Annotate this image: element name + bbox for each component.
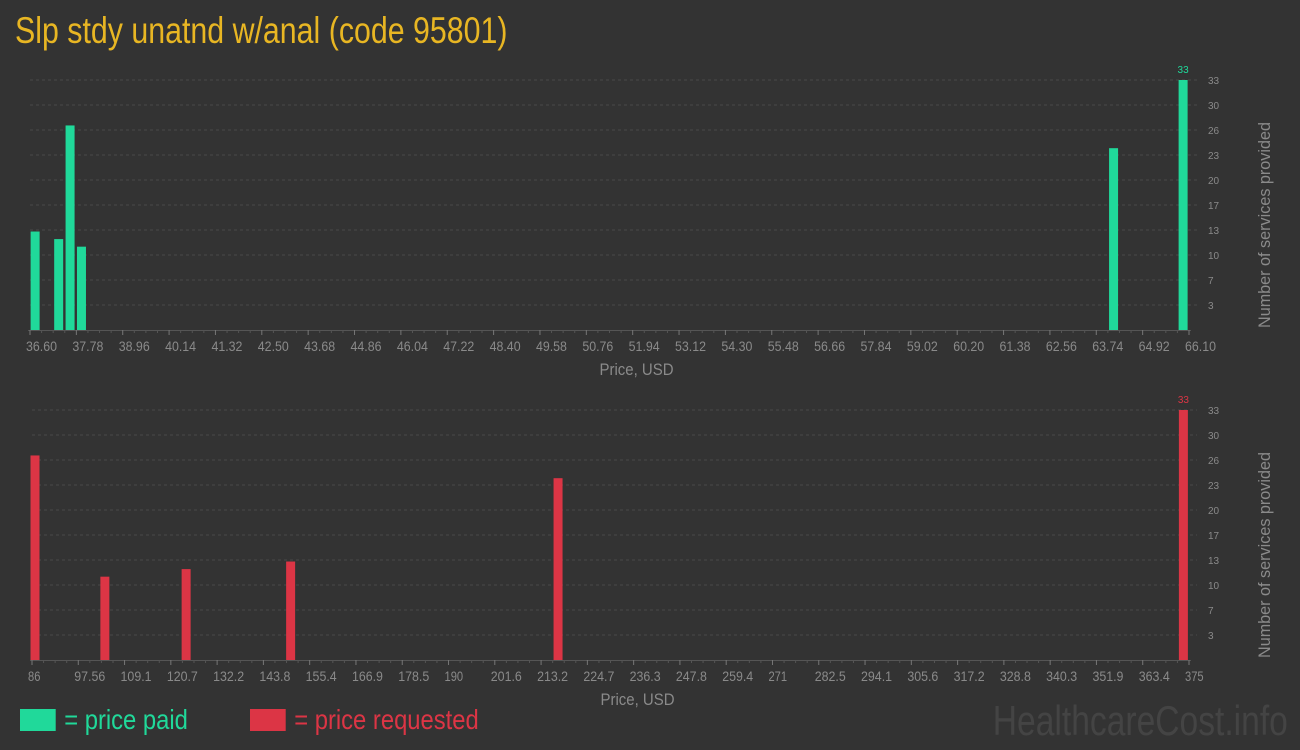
- y-tick-label: 7: [1208, 276, 1214, 287]
- x-tick-label: 375: [1185, 668, 1204, 684]
- x-tick-label: 51.94: [629, 338, 660, 354]
- watermark: HealthcareCost.info: [992, 697, 1288, 744]
- x-tick-label: 47.22: [443, 338, 474, 354]
- x-tick-label: 190: [445, 668, 464, 684]
- x-tick-label: 36.60: [26, 338, 57, 354]
- x-tick-label: 43.68: [304, 338, 335, 354]
- bar: [30, 231, 40, 330]
- x-tick-label: 143.8: [259, 668, 290, 684]
- y-tick-label: 23: [1208, 481, 1220, 492]
- x-tick-label: 62.56: [1046, 338, 1077, 354]
- bar: [1109, 148, 1119, 330]
- y-tick-label: 30: [1208, 431, 1220, 442]
- x-tick-label: 224.7: [583, 668, 614, 684]
- bar: [100, 576, 110, 660]
- x-tick-label: 38.96: [119, 338, 150, 354]
- y-tick-label: 13: [1208, 226, 1220, 237]
- x-tick-label: 259.4: [722, 668, 753, 684]
- x-tick-label: 271: [768, 668, 787, 684]
- bar: [181, 569, 191, 660]
- x-tick-label: 109.1: [121, 668, 152, 684]
- x-tick-label: 37.78: [72, 338, 103, 354]
- y-tick-label: 7: [1208, 606, 1214, 617]
- x-tick-label: 44.86: [351, 338, 382, 354]
- x-tick-label: 178.5: [398, 668, 429, 684]
- y-tick-label: 20: [1208, 176, 1220, 187]
- x-tick-label: 53.12: [675, 338, 706, 354]
- x-axis-title: Price, USD: [600, 360, 674, 379]
- x-tick-label: 120.7: [167, 668, 198, 684]
- y-tick-label: 3: [1208, 631, 1214, 642]
- x-tick-label: 46.04: [397, 338, 428, 354]
- x-tick-label: 328.8: [1000, 668, 1031, 684]
- y-tick-label: 26: [1208, 126, 1220, 137]
- x-tick-label: 54.30: [721, 338, 752, 354]
- x-tick-label: 351.9: [1092, 668, 1123, 684]
- x-tick-label: 340.3: [1046, 668, 1077, 684]
- legend-paid-label: = price paid: [64, 704, 188, 735]
- x-tick-label: 56.66: [814, 338, 845, 354]
- x-tick-label: 66.10: [1185, 338, 1216, 354]
- y-tick-label: 30: [1208, 101, 1220, 112]
- x-tick-label: 166.9: [352, 668, 383, 684]
- y-tick-label: 23: [1208, 151, 1220, 162]
- x-tick-label: 363.4: [1139, 668, 1170, 684]
- y-tick-label: 17: [1208, 531, 1220, 542]
- x-tick-label: 42.50: [258, 338, 289, 354]
- legend-swatch-paid: [20, 709, 56, 731]
- y-tick-label: 33: [1208, 406, 1220, 417]
- x-tick-label: 86: [28, 668, 41, 684]
- y-tick-label: 10: [1208, 581, 1220, 592]
- bar: [54, 239, 64, 330]
- y-tick-label: 26: [1208, 456, 1220, 467]
- x-tick-label: 40.14: [165, 338, 196, 354]
- y-tick-label: 13: [1208, 556, 1220, 567]
- y-tick-label: 10: [1208, 251, 1220, 262]
- chart-title: Slp stdy unatnd w/anal (code 95801): [15, 10, 508, 51]
- y-tick-label: 33: [1208, 76, 1220, 87]
- x-tick-label: 48.40: [490, 338, 521, 354]
- legend-swatch-requested: [250, 709, 286, 731]
- max-value-label: 33: [1178, 65, 1190, 76]
- legend-paid: = price paid: [20, 704, 188, 736]
- x-tick-label: 155.4: [306, 668, 337, 684]
- max-value-label: 33: [1178, 395, 1190, 406]
- x-axis-title: Price, USD: [601, 690, 675, 709]
- bar: [76, 246, 86, 330]
- x-tick-label: 236.3: [630, 668, 661, 684]
- legend-requested-label: = price requested: [294, 704, 479, 735]
- bar: [286, 561, 296, 660]
- x-tick-label: 305.6: [907, 668, 938, 684]
- x-tick-label: 50.76: [582, 338, 613, 354]
- x-tick-label: 97.56: [74, 668, 105, 684]
- bar: [1178, 80, 1188, 330]
- x-tick-label: 64.92: [1139, 338, 1170, 354]
- x-tick-label: 294.1: [861, 668, 892, 684]
- y-axis-title: Number of services provided: [1255, 122, 1274, 328]
- x-tick-label: 41.32: [211, 338, 242, 354]
- y-tick-label: 3: [1208, 301, 1214, 312]
- x-tick-label: 247.8: [676, 668, 707, 684]
- bar: [553, 478, 563, 660]
- x-tick-label: 61.38: [1000, 338, 1031, 354]
- x-tick-label: 59.02: [907, 338, 938, 354]
- x-tick-label: 132.2: [213, 668, 244, 684]
- x-tick-label: 57.84: [860, 338, 891, 354]
- y-tick-label: 17: [1208, 201, 1220, 212]
- x-tick-label: 63.74: [1092, 338, 1123, 354]
- y-axis-title: Number of services provided: [1255, 452, 1274, 658]
- legend-requested: = price requested: [250, 704, 479, 736]
- x-tick-label: 317.2: [954, 668, 985, 684]
- x-tick-label: 213.2: [537, 668, 568, 684]
- x-tick-label: 282.5: [815, 668, 846, 684]
- bar: [65, 125, 75, 330]
- x-tick-label: 60.20: [953, 338, 984, 354]
- x-tick-label: 55.48: [768, 338, 799, 354]
- y-tick-label: 20: [1208, 506, 1220, 517]
- x-tick-label: 49.58: [536, 338, 567, 354]
- x-tick-label: 201.6: [491, 668, 522, 684]
- bar: [30, 455, 40, 660]
- bar: [1178, 410, 1188, 660]
